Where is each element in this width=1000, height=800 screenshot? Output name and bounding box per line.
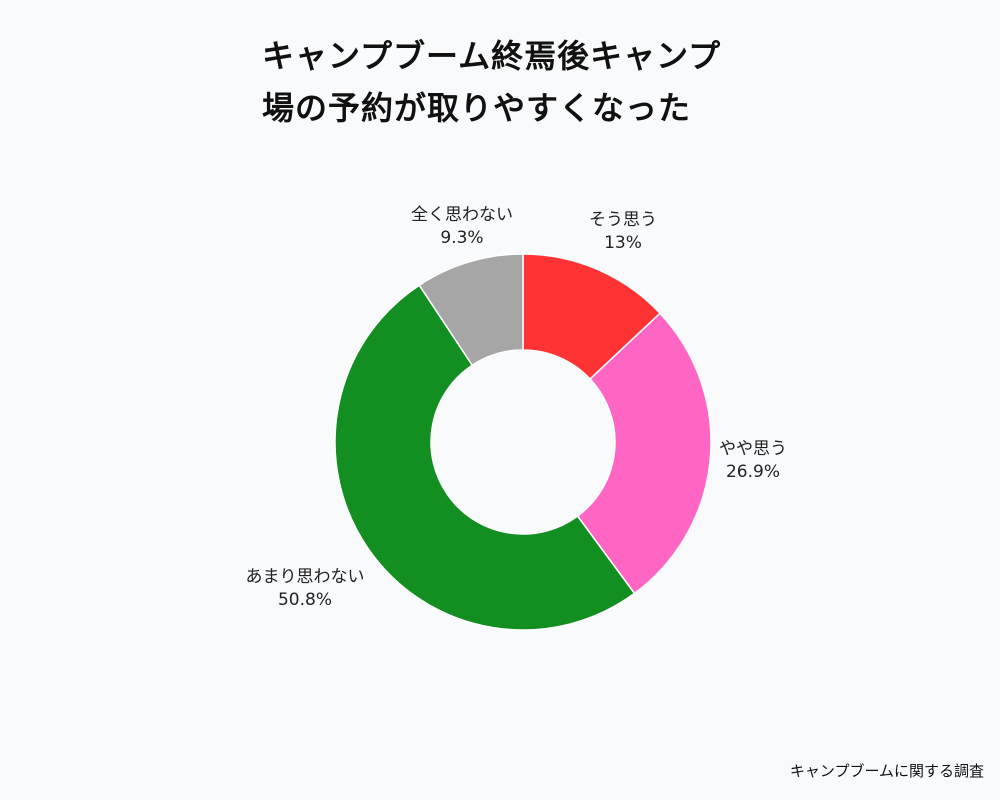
slice-label-amari-omowanai-category: あまり思わない xyxy=(245,567,365,587)
slice-label-mattaku-omowanai: 全く思わない 9.3% xyxy=(392,204,532,250)
donut-slice-mattaku-omowanai xyxy=(418,253,524,367)
slice-label-yaya-omou-value: 26.9% xyxy=(725,462,780,482)
slice-label-mattaku-omowanai-category: 全く思わない xyxy=(411,205,513,225)
slice-label-sou-omou-value: 13% xyxy=(604,233,642,253)
chart-title-line-1: キャンプブーム終焉後キャンプ xyxy=(262,37,722,75)
slice-label-yaya-omou-category: やや思う xyxy=(719,439,787,459)
donut-slices xyxy=(334,253,712,631)
donut-slice-amari-omowanai xyxy=(334,284,636,631)
slice-label-mattaku-omowanai-value: 9.3% xyxy=(440,228,484,248)
slice-label-sou-omou-category: そう思う xyxy=(589,210,657,230)
donut-slice-yaya-omou xyxy=(576,312,712,595)
source-caption: キャンプブームに関する調査 xyxy=(789,762,984,780)
slice-label-amari-omowanai-value: 50.8% xyxy=(277,590,332,610)
slice-label-amari-omowanai: あまり思わない 50.8% xyxy=(230,566,380,612)
slice-label-sou-omou: そう思う 13% xyxy=(568,209,678,255)
slice-label-yaya-omou: やや思う 26.9% xyxy=(698,438,808,484)
chart-title-line-2: 場の予約が取りやすくなった xyxy=(262,89,692,127)
chart-title: キャンプブーム終焉後キャンプ 場の予約が取りやすくなった xyxy=(262,30,822,134)
